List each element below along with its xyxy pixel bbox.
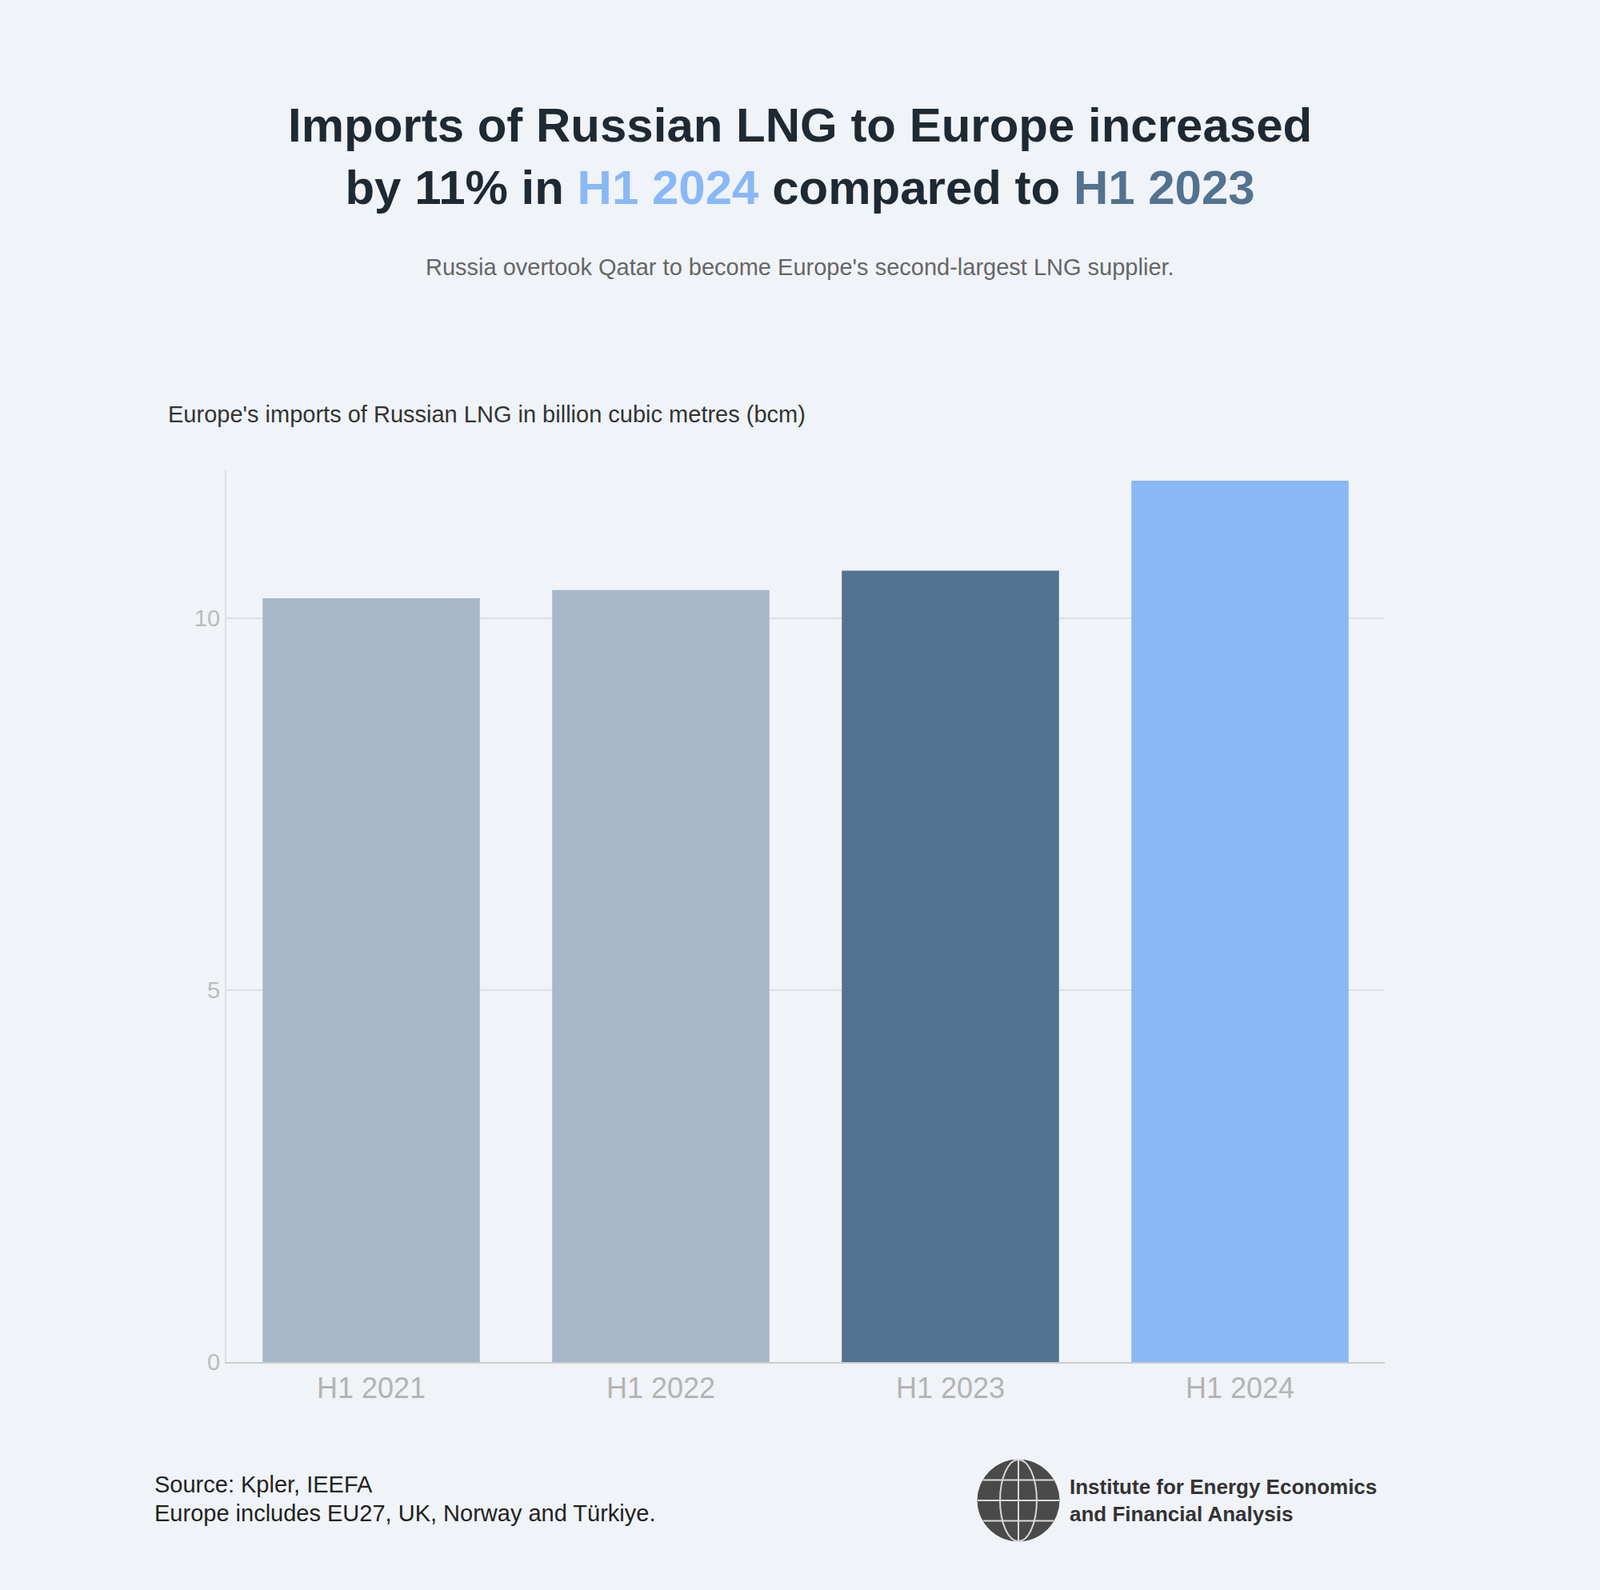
svg-text:H1 2022: H1 2022 [606,1372,716,1405]
svg-text:10: 10 [194,605,220,632]
svg-text:Russia overtook Qatar to becom: Russia overtook Qatar to become Europe's… [425,254,1175,280]
svg-text:Europe's imports of Russian LN: Europe's imports of Russian LNG in billi… [168,401,806,428]
svg-text:Imports of Russian LNG to Euro: Imports of Russian LNG to Europe increas… [288,98,1312,215]
svg-text:Europe includes EU27, UK, Norw: Europe includes EU27, UK, Norway and Tür… [154,1500,656,1527]
svg-text:Source: Kpler, IEEFA: Source: Kpler, IEEFA [154,1472,373,1498]
svg-text:H1 2024: H1 2024 [1185,1372,1295,1405]
svg-text:H1 2023: H1 2023 [896,1372,1005,1405]
svg-text:H1 2021: H1 2021 [316,1372,426,1405]
svg-text:0: 0 [207,1349,220,1376]
svg-text:Institute for Energy Economics: Institute for Energy Economicsand Financ… [1069,1475,1377,1527]
svg-text:5: 5 [207,977,220,1004]
